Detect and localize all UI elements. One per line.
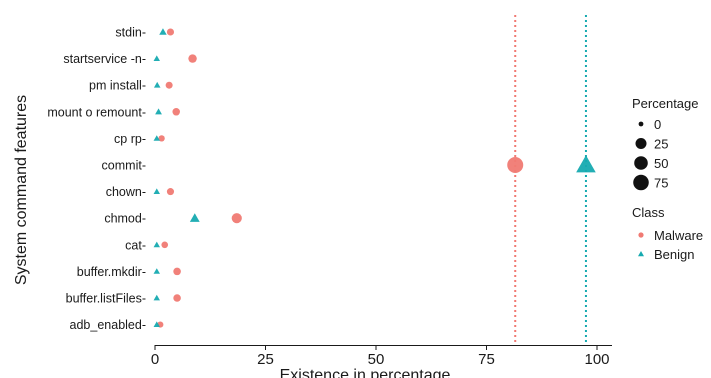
- point-benign-1: [153, 55, 160, 62]
- y-tick-label: adb_enabled-: [70, 318, 146, 332]
- color-legend-entries: Malware Benign: [638, 228, 703, 262]
- point-benign-2: [153, 81, 161, 88]
- point-malware-8: [161, 241, 169, 249]
- reference-lines: [514, 15, 587, 345]
- x-axis-label: Existence in percentage: [280, 367, 451, 378]
- point-malware-0: [166, 28, 175, 36]
- size-legend-marker-0: [638, 121, 644, 127]
- size-legend-marker-50: [634, 156, 648, 170]
- point-malware-9: [173, 267, 181, 276]
- size-legend-marker-25: [635, 138, 647, 149]
- point-malware-5: [507, 157, 524, 173]
- size-legend-entries: 0 25 50 75: [633, 117, 668, 191]
- x-tick-label: 100: [584, 351, 609, 368]
- point-benign-8: [153, 241, 160, 248]
- y-tick-label: cat-: [125, 238, 146, 252]
- point-benign-3: [155, 108, 162, 115]
- point-malware-10: [173, 294, 181, 302]
- y-tick-label: chmod-: [104, 212, 146, 226]
- y-tick-label: chown-: [106, 185, 146, 199]
- x-tick-label: 75: [478, 351, 495, 368]
- point-malware-4: [158, 135, 165, 142]
- point-benign-5: [576, 155, 596, 173]
- x-tick-label: 0: [151, 351, 159, 368]
- size-legend-title: Percentage: [632, 96, 699, 111]
- point-malware-7: [231, 213, 242, 224]
- size-legend-label: 50: [654, 156, 668, 171]
- x-tick-label: 50: [368, 351, 385, 368]
- y-tick-label: cp rp-: [114, 132, 146, 146]
- y-tick-label: stdin-: [115, 26, 146, 40]
- size-legend-label: 25: [654, 137, 668, 152]
- point-benign-6: [153, 188, 160, 195]
- color-legend-label: Benign: [654, 247, 694, 262]
- y-tick-label: mount o remount-: [47, 105, 146, 119]
- color-legend-marker-malware: [638, 232, 644, 238]
- point-malware-2: [165, 81, 173, 89]
- y-tick-label: commit-: [102, 159, 146, 173]
- legend: Percentage 0 25 50 75 Class Malware Benign: [632, 96, 703, 262]
- x-tick-label: 25: [257, 351, 274, 368]
- y-axis-label: System command features: [13, 95, 30, 285]
- point-benign-11: [153, 321, 160, 328]
- color-legend-marker-benign: [638, 251, 644, 257]
- y-axis-tick-labels: stdin-startservice -n-pm install-mount o…: [47, 26, 146, 333]
- point-benign-7: [189, 213, 200, 222]
- size-legend-label: 0: [654, 117, 661, 132]
- point-benign-4: [153, 135, 160, 141]
- data-points: [153, 28, 596, 328]
- y-tick-label: buffer.listFiles-: [66, 292, 146, 306]
- point-benign-0: [159, 28, 167, 35]
- x-axis-ticks: 0 25 50 75 100: [151, 345, 610, 368]
- y-tick-label: startservice -n-: [63, 52, 146, 66]
- point-benign-10: [153, 294, 160, 301]
- point-malware-1: [188, 54, 197, 63]
- point-malware-6: [166, 188, 175, 196]
- point-benign-9: [153, 268, 160, 274]
- y-tick-label: buffer.mkdir-: [77, 265, 146, 279]
- y-tick-label: pm install-: [89, 79, 146, 93]
- size-legend-marker-75: [633, 174, 649, 191]
- point-malware-3: [172, 108, 180, 116]
- size-legend-label: 75: [654, 176, 668, 191]
- color-legend-title: Class: [632, 205, 665, 220]
- color-legend-label: Malware: [654, 228, 703, 243]
